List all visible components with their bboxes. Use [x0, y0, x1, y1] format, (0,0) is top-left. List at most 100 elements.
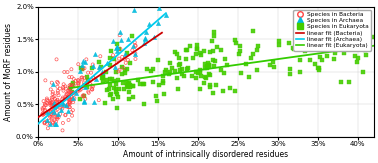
Point	[81, 101, 87, 103]
Point	[202, 76, 208, 79]
Point	[85, 78, 91, 81]
Point	[71, 84, 77, 87]
Point	[69, 90, 75, 93]
Point	[81, 94, 87, 97]
Point	[324, 55, 330, 57]
Point	[124, 68, 130, 71]
Point	[49, 101, 55, 104]
Point	[69, 114, 75, 117]
Point	[76, 88, 82, 91]
Point	[66, 101, 72, 104]
Point	[60, 87, 66, 90]
Point	[207, 74, 213, 76]
Point	[316, 69, 322, 72]
Point	[184, 49, 190, 51]
Point	[86, 91, 92, 94]
Point	[204, 67, 210, 70]
Point	[82, 86, 88, 88]
Point	[175, 0, 181, 1]
Point	[65, 119, 71, 121]
Point	[169, 67, 175, 69]
Point	[53, 123, 59, 125]
Point	[99, 76, 105, 79]
Point	[125, 37, 131, 40]
Point	[67, 87, 73, 90]
Point	[64, 97, 70, 100]
Point	[85, 90, 91, 93]
Point	[70, 109, 76, 111]
Point	[175, 88, 181, 90]
Point	[68, 111, 74, 113]
Point	[43, 102, 50, 104]
Point	[119, 73, 125, 75]
Point	[116, 57, 122, 60]
Point	[64, 104, 70, 107]
Point	[50, 93, 56, 95]
Point	[172, 69, 178, 72]
Point	[336, 22, 342, 25]
Point	[60, 96, 66, 99]
Point	[218, 69, 224, 71]
Point	[56, 113, 62, 115]
Point	[161, 93, 167, 95]
Point	[203, 77, 209, 80]
Point	[167, 61, 174, 64]
Point	[176, 63, 182, 66]
Point	[194, 48, 200, 50]
Point	[48, 111, 54, 114]
Point	[42, 79, 48, 82]
Point	[56, 94, 62, 96]
Point	[79, 78, 85, 81]
Point	[57, 87, 63, 90]
Point	[89, 67, 95, 69]
Point	[116, 48, 122, 51]
Point	[174, 52, 180, 55]
Point	[267, 64, 273, 67]
Point	[71, 92, 77, 94]
Point	[54, 58, 60, 61]
Point	[44, 111, 50, 113]
Point	[237, 50, 243, 52]
Point	[49, 96, 55, 99]
Point	[218, 49, 224, 51]
Point	[42, 110, 48, 112]
Point	[67, 98, 73, 100]
Point	[116, 68, 122, 71]
Point	[206, 72, 212, 75]
Point	[76, 79, 82, 82]
Point	[111, 80, 117, 82]
Point	[135, 79, 141, 81]
Point	[51, 102, 57, 104]
Point	[287, 42, 293, 45]
Point	[60, 86, 66, 88]
Point	[57, 113, 63, 115]
Point	[102, 102, 108, 105]
Point	[48, 110, 54, 113]
Point	[276, 44, 282, 47]
Point	[68, 84, 74, 87]
Point	[51, 108, 57, 111]
Point	[270, 61, 276, 64]
Point	[52, 123, 58, 125]
Point	[79, 76, 85, 79]
Point	[68, 92, 74, 95]
Point	[111, 57, 117, 60]
Point	[48, 116, 54, 118]
Point	[66, 91, 72, 94]
Point	[82, 98, 88, 100]
Point	[64, 92, 70, 95]
Point	[51, 119, 57, 122]
Point	[44, 122, 50, 125]
Point	[113, 71, 119, 74]
Point	[339, 44, 345, 46]
Point	[50, 105, 56, 107]
Point	[50, 121, 56, 123]
Point	[104, 62, 110, 65]
Point	[71, 97, 77, 99]
Point	[47, 100, 53, 103]
Point	[113, 88, 119, 90]
Point	[87, 82, 93, 85]
Point	[88, 71, 94, 74]
Point	[65, 106, 71, 108]
Point	[107, 78, 113, 81]
